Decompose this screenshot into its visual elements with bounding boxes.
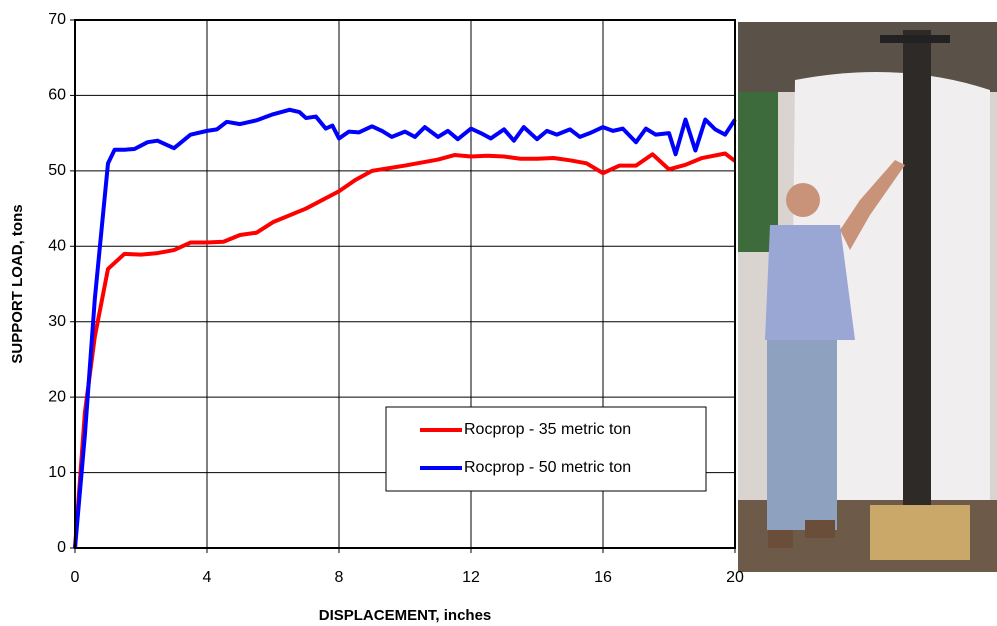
x-tick-label: 4 — [203, 569, 212, 586]
y-axis-label: SUPPORT LOAD, tons — [9, 204, 26, 363]
x-axis-label: DISPLACEMENT, inches — [319, 607, 492, 624]
y-tick-label: 20 — [48, 388, 66, 405]
series-line — [73, 107, 737, 549]
legend-label: Rocprop - 35 metric ton — [464, 421, 631, 438]
x-tick-label: 20 — [726, 569, 744, 586]
legend-label: Rocprop - 50 metric ton — [464, 459, 631, 476]
y-tick-label: 40 — [48, 238, 66, 255]
x-tick-label: 8 — [335, 569, 344, 586]
legend: Rocprop - 35 metric ton Rocprop - 50 metr… — [385, 406, 707, 492]
x-tick-label: 12 — [462, 569, 480, 586]
lines — [73, 107, 737, 549]
photo — [738, 22, 997, 572]
y-tick-label: 0 — [57, 539, 66, 556]
y-tick-label: 30 — [48, 313, 66, 330]
ticks: 0 10 20 30 40 50 60 70 0 4 8 12 16 20 — [48, 11, 744, 586]
y-tick-label: 70 — [48, 11, 66, 28]
series-line — [73, 151, 737, 549]
x-tick-label: 16 — [594, 569, 612, 586]
y-tick-label: 10 — [48, 464, 66, 481]
y-tick-label: 50 — [48, 162, 66, 179]
legend-box — [385, 406, 707, 492]
x-tick-label: 0 — [71, 569, 80, 586]
plot-frame — [74, 19, 736, 549]
y-tick-label: 60 — [48, 87, 66, 104]
